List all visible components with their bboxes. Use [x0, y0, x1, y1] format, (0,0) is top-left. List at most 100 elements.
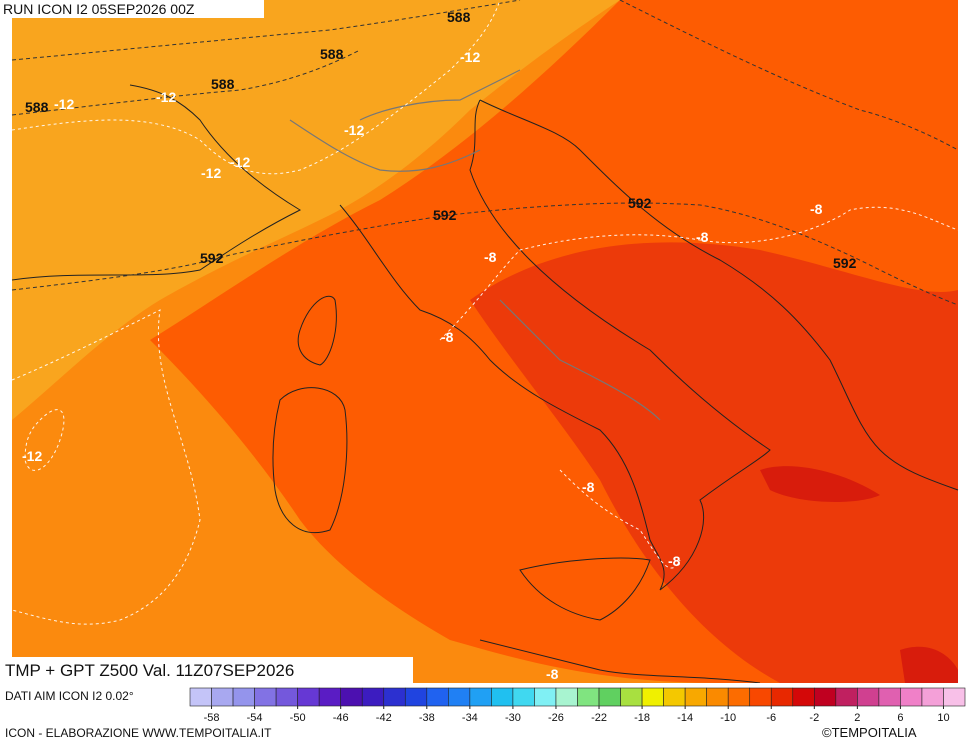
contour-label: -12 [460, 49, 480, 65]
colorbar-tick-label: 10 [937, 712, 949, 724]
color-swatch [900, 687, 923, 707]
colorbar-tick-label: -50 [290, 712, 306, 724]
isotherm [439, 206, 959, 341]
isohypse [11, 0, 521, 61]
colorbar-tick-label: -42 [376, 712, 392, 724]
contour-label: -12 [344, 122, 364, 138]
contour-label: -12 [230, 154, 250, 170]
colorbar-tick-label: -58 [204, 712, 220, 724]
color-swatch [383, 687, 406, 707]
color-swatch [232, 687, 255, 707]
contour-label: -12 [54, 96, 74, 112]
colorbar-tick-label: -22 [591, 712, 607, 724]
color-swatch [555, 687, 578, 707]
color-swatch [275, 687, 298, 707]
color-swatch [577, 687, 600, 707]
sardinia [272, 387, 348, 534]
hot-spot [760, 466, 880, 502]
colorbar-tick-label: -46 [333, 712, 349, 724]
color-swatch [534, 687, 557, 707]
color-swatch [318, 687, 341, 707]
border [289, 69, 661, 421]
isohypse [619, 0, 959, 151]
color-swatch [469, 687, 492, 707]
contour-label: -8 [668, 553, 681, 569]
contour-label: -8 [546, 666, 559, 682]
coastline [479, 639, 761, 684]
title-box [0, 657, 413, 683]
color-swatch [835, 687, 858, 707]
isotherm [24, 409, 65, 471]
corsica [297, 295, 337, 366]
hot-spot [900, 646, 958, 683]
contour-label: -8 [582, 479, 595, 495]
color-swatch [512, 687, 535, 707]
header-box [0, 0, 264, 18]
colorbar-tick-label: -6 [766, 712, 776, 724]
color-swatch [814, 687, 837, 707]
isohypse [11, 202, 959, 306]
map-title: TMP + GPT Z500 Val. 11Z07SEP2026 [5, 661, 294, 680]
color-swatch [684, 687, 707, 707]
color-swatch [297, 687, 320, 707]
contour-label: 592 [200, 250, 224, 266]
contour-label: -12 [22, 448, 42, 464]
color-swatch [749, 687, 772, 707]
coastline [11, 84, 959, 491]
colorbar-tick-label: -10 [720, 712, 736, 724]
contour-label: -8 [441, 329, 454, 345]
credit: ICON - ELABORAZIONE WWW.TEMPOITALIA.IT [5, 726, 272, 740]
color-swatch [792, 687, 815, 707]
color-swatch [598, 687, 621, 707]
colorbar-tick-label: -14 [677, 712, 693, 724]
colorbar-tick-label: -2 [809, 712, 819, 724]
color-swatch [857, 687, 880, 707]
color-swatch [491, 687, 514, 707]
colorbar-tick-label: -34 [462, 712, 478, 724]
color-swatch [426, 687, 449, 707]
color-swatch [340, 687, 363, 707]
color-swatch [770, 687, 794, 707]
hot-zone [470, 242, 958, 683]
color-swatch [878, 687, 901, 707]
color-swatch [921, 687, 944, 707]
color-swatch [641, 687, 664, 707]
color-swatch [620, 687, 643, 707]
color-swatch [404, 687, 428, 707]
colorbar-tick-label: -38 [419, 712, 435, 724]
color-swatch [448, 687, 471, 707]
contour-label: 588 [25, 99, 49, 115]
colorbar-tick-label: -26 [548, 712, 564, 724]
color-swatch [663, 687, 686, 707]
color-swatch [706, 687, 729, 707]
cold-zone [12, 0, 620, 420]
contour-label: -12 [201, 165, 221, 181]
contour-label: 592 [433, 207, 457, 223]
contour-label: -12 [156, 89, 176, 105]
run-label: RUN ICON I2 05SEP2026 00Z [3, 1, 195, 17]
colorbar-tick-label: 6 [897, 712, 903, 724]
colorbar-tick-label: 2 [854, 712, 860, 724]
sicily [519, 557, 651, 621]
contour-label: 588 [211, 76, 235, 92]
contour-label: -8 [696, 229, 709, 245]
isohypse [11, 49, 361, 116]
color-swatch [189, 687, 212, 707]
contour-label: 592 [833, 255, 857, 271]
color-swatch [943, 687, 966, 707]
color-swatch [254, 687, 277, 707]
contour-label: -8 [484, 249, 497, 265]
map: 588 588 588 588 592 592 592 592 -12 -12 … [11, 0, 959, 684]
isotherm [11, 309, 201, 625]
isotherm [11, 0, 501, 175]
colorbar-tick-label: -30 [505, 712, 521, 724]
colorbar-tick-label: -54 [247, 712, 263, 724]
color-swatch [361, 687, 385, 707]
color-swatch [211, 687, 234, 707]
logo: ©TEMPOITALIA [822, 725, 917, 740]
colorbar-tick-label: -18 [634, 712, 650, 724]
contour-label: 592 [628, 195, 652, 211]
colorbar: -58 -54 -50 -46 -42 -38 -34 -30 -26 -22 -18 -14 -10-… [189, 687, 966, 724]
geopotential-labels: 588 588 588 588 592 592 592 592 [25, 9, 857, 271]
